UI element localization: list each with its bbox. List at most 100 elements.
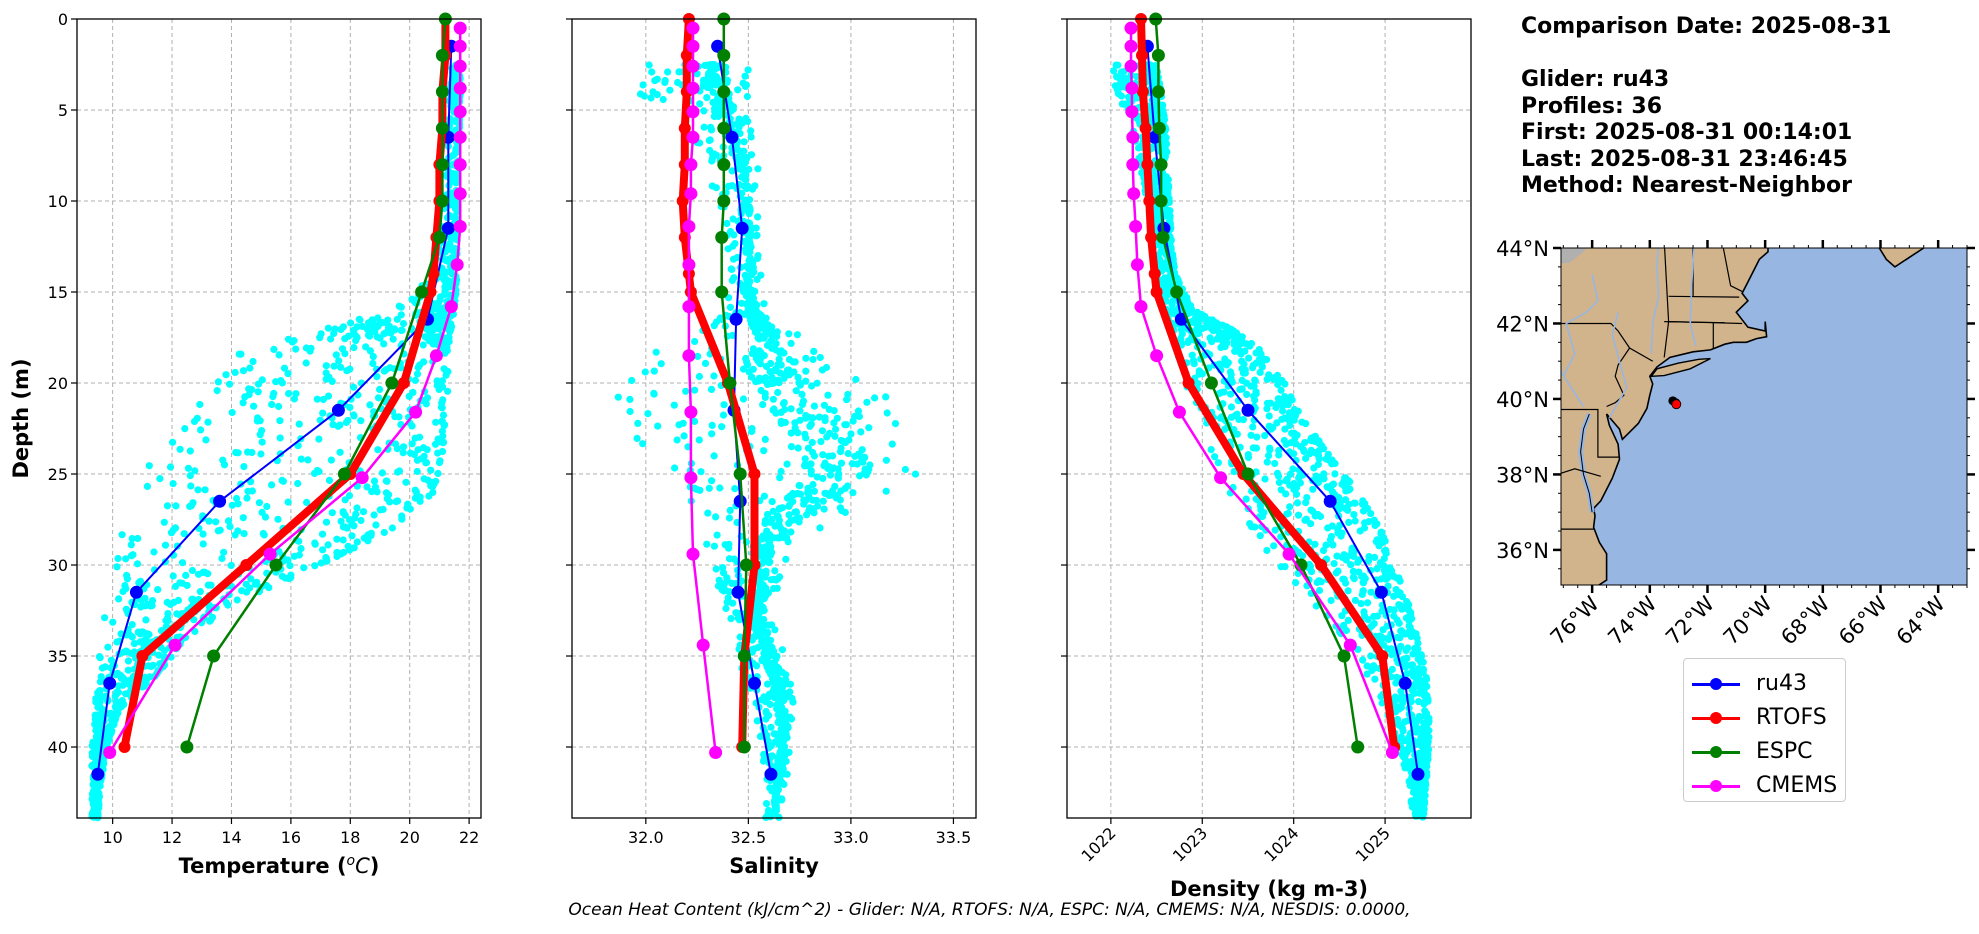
glider-obs-point <box>792 387 800 395</box>
glider-obs-point <box>285 390 293 398</box>
glider-obs-point <box>691 337 699 346</box>
glider-obs-point <box>101 614 109 622</box>
glider-obs-point <box>374 446 382 454</box>
glider-obs-point <box>395 467 404 475</box>
glider-obs-point <box>313 395 321 403</box>
series-point-rtofs <box>1315 559 1328 571</box>
series-point-ru43 <box>103 676 117 690</box>
glider-obs-point <box>1395 721 1403 729</box>
glider-obs-point <box>339 523 347 531</box>
glider-obs-point <box>1424 738 1432 746</box>
series-point-rtofs <box>1136 49 1148 62</box>
glider-obs-point <box>1229 327 1237 335</box>
glider-obs-point <box>871 394 879 402</box>
glider-obs-point <box>911 470 920 478</box>
glider-obs-point <box>749 345 758 353</box>
glider-obs-point <box>350 411 358 419</box>
glider-obs-point <box>769 507 777 515</box>
glider-obs-point <box>675 421 683 429</box>
glider-obs-point <box>765 537 773 545</box>
glider-obs-point <box>107 725 115 733</box>
series-point-cmems <box>450 258 464 272</box>
glider-obs-point <box>413 467 421 476</box>
y-tick-label: 35 <box>48 647 68 666</box>
series-point-cmems <box>453 105 467 119</box>
glider-obs-point <box>346 403 354 411</box>
glider-obs-point <box>143 482 151 490</box>
glider-obs-point <box>772 804 780 812</box>
glider-obs-point <box>728 182 736 190</box>
glider-obs-point <box>378 469 386 477</box>
glider-obs-point <box>888 440 896 448</box>
series-point-cmems <box>686 81 700 95</box>
glider-obs-point <box>453 176 461 184</box>
series-point-cmems <box>684 187 698 201</box>
glider-obs-point <box>1307 446 1315 454</box>
glider-obs-point <box>723 219 731 228</box>
glider-obs-point <box>723 76 732 84</box>
legend-marker <box>1710 746 1722 758</box>
glider-obs-point <box>770 329 778 337</box>
glider-obs-point <box>1316 512 1325 521</box>
glider-obs-point <box>352 337 360 345</box>
glider-obs-point <box>370 477 379 485</box>
series-point-espc <box>717 85 731 99</box>
glider-obs-point <box>302 359 310 367</box>
glider-obs-point <box>1393 616 1401 624</box>
glider-obs-point <box>818 427 827 435</box>
glider-obs-point <box>1154 214 1162 222</box>
glider-obs-point <box>1239 416 1247 424</box>
glider-obs-point <box>378 319 386 327</box>
glider-obs-point <box>718 423 726 431</box>
glider-obs-point <box>743 275 751 283</box>
glider-obs-point <box>220 548 228 556</box>
glider-obs-point <box>821 417 829 425</box>
glider-obs-point <box>825 452 833 460</box>
glider-obs-point <box>141 602 149 610</box>
glider-obs-point <box>771 365 780 373</box>
glider-obs-point <box>398 512 406 520</box>
glider-obs-point <box>626 407 634 416</box>
glider-obs-point <box>290 337 298 345</box>
series-point-rtofs <box>424 286 437 298</box>
glider-obs-point <box>820 401 829 409</box>
series-point-rtofs <box>1376 650 1389 662</box>
glider-obs-point <box>196 588 204 596</box>
glider-obs-point <box>439 447 447 456</box>
lat-tick-label: 42°N <box>1496 312 1549 336</box>
glider-obs-point <box>695 372 704 381</box>
glider-obs-point <box>748 373 756 381</box>
ocean-heat-content-footer: Ocean Heat Content (kJ/cm^2) - Glider: N… <box>568 900 1411 920</box>
x-axis-label: Temperature (oC) <box>179 853 380 878</box>
glider-obs-point <box>648 68 656 76</box>
glider-obs-point <box>757 349 765 357</box>
glider-obs-point <box>781 708 789 717</box>
glider-obs-point <box>1404 734 1413 742</box>
glider-obs-point <box>1357 600 1365 608</box>
glider-obs-point <box>710 542 719 550</box>
glider-obs-point <box>784 538 792 546</box>
glider-obs-point <box>865 424 873 432</box>
glider-obs-point <box>775 355 783 363</box>
glider-obs-point <box>855 450 863 458</box>
glider-obs-point <box>443 347 451 355</box>
glider-obs-point <box>1240 360 1248 368</box>
legend-item-ru43: ru43 <box>1692 669 1842 699</box>
glider-obs-point <box>272 378 280 386</box>
glider-obs-point <box>128 621 136 629</box>
glider-obs-point <box>671 464 679 472</box>
series-point-cmems <box>1130 258 1144 272</box>
glider-obs-point <box>1328 481 1336 489</box>
glider-obs-point <box>154 586 162 594</box>
glider-obs-point <box>1382 546 1390 555</box>
glider-obs-point <box>1302 454 1310 463</box>
glider-obs-point <box>750 645 758 653</box>
glider-obs-point <box>169 480 177 488</box>
glider-obs-point <box>753 329 761 337</box>
glider-obs-point <box>805 507 813 515</box>
glider-obs-point <box>99 759 107 767</box>
glider-obs-point <box>337 363 345 371</box>
glider-obs-point <box>1365 518 1373 526</box>
glider-obs-point <box>1282 490 1290 498</box>
series-point-cmems <box>686 130 700 144</box>
